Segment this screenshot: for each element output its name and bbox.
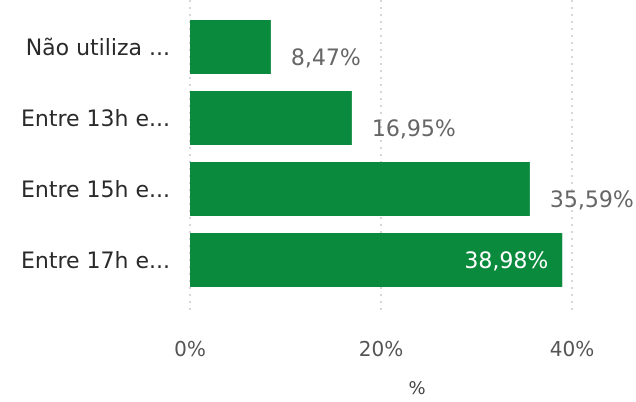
- data-label: 16,95%: [372, 117, 456, 142]
- category-label: Não utiliza ...: [26, 36, 170, 61]
- data-label: 38,98%: [464, 249, 548, 274]
- x-tick-label: 0%: [174, 337, 206, 361]
- x-axis-title: %: [408, 378, 425, 399]
- x-axis-ticks: 0% 20% 40%: [174, 337, 594, 361]
- category-label: Entre 15h e...: [21, 178, 170, 203]
- data-labels: 8,47% 16,95% 35,59% 38,98%: [291, 46, 634, 274]
- bar[interactable]: [190, 233, 563, 287]
- bar[interactable]: [190, 162, 530, 216]
- bars: [190, 20, 563, 287]
- category-labels: Não utiliza ... Entre 13h e... Entre 15h e…: [21, 36, 170, 274]
- x-tick-label: 20%: [359, 337, 403, 361]
- bar[interactable]: [190, 20, 271, 74]
- x-tick-label: 40%: [550, 337, 594, 361]
- data-label: 35,59%: [550, 188, 634, 213]
- category-label: Entre 17h e...: [21, 249, 170, 274]
- data-label: 8,47%: [291, 46, 361, 71]
- bar[interactable]: [190, 91, 352, 145]
- category-label: Entre 13h e...: [21, 107, 170, 132]
